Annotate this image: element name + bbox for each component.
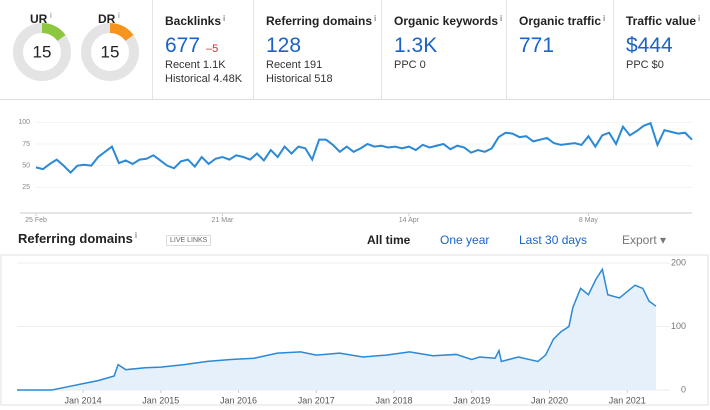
metric-card: Traffic value i $444 PPC $0 xyxy=(613,0,710,100)
x-tick-label: Jan 2017 xyxy=(298,395,335,405)
tab[interactable]: One year xyxy=(440,233,490,247)
y-tick-label: 100 xyxy=(18,119,30,126)
info-icon: i xyxy=(698,14,701,23)
export-label[interactable]: Export xyxy=(622,233,657,247)
x-tick-label: Jan 2016 xyxy=(220,395,257,405)
tab[interactable]: All time xyxy=(367,233,411,247)
gauge-value: 15 xyxy=(101,42,120,61)
metric-detail: Historical 518 xyxy=(266,73,333,85)
section-title: Referring domains i xyxy=(18,231,138,246)
referring-domains-chart: 0 100 200 Jan 2014 Jan 2015 Jan 2016 Jan 2017 J… xyxy=(0,254,709,406)
x-tick-label: 21 Mar xyxy=(212,217,234,224)
metric-detail: Historical 4.48K xyxy=(165,73,243,85)
export[interactable]: Export ▾ xyxy=(622,233,667,247)
gauge-arc xyxy=(13,23,71,81)
metric-title: Organic traffic xyxy=(519,14,602,28)
metric-value: 128 xyxy=(266,34,381,58)
divider xyxy=(0,99,710,100)
gauge-label: UR xyxy=(30,12,48,26)
line xyxy=(35,121,693,175)
metric-title: Organic keywords xyxy=(394,14,499,28)
panel-border xyxy=(0,254,709,406)
x-tick-label: Jan 2020 xyxy=(531,395,568,405)
metric-card: Referring domains i 128 Recent 191 Historica… xyxy=(253,0,381,100)
y-tick-label: 0 xyxy=(681,384,686,394)
info-icon: i xyxy=(374,14,377,23)
tab[interactable]: Last 30 days xyxy=(519,233,588,247)
area-line xyxy=(17,267,657,391)
metric-label: Organic keywords i xyxy=(394,14,506,28)
value: 128 xyxy=(266,34,302,57)
metric-label: Organic traffic i xyxy=(519,14,613,28)
metric-card: Organic traffic i 771 xyxy=(506,0,613,100)
metric-card: Organic keywords i 1.3K PPC 0 xyxy=(381,0,506,100)
value: 1.3K xyxy=(394,34,438,57)
x-tick-label: 25 Feb xyxy=(25,217,47,224)
x-tick-label: Jan 2021 xyxy=(609,395,646,405)
metric-value: $444 xyxy=(626,34,710,58)
metric-title: Traffic value xyxy=(626,14,697,28)
x-tick-label: 8 May xyxy=(579,217,599,224)
metric-value: 677 –5 xyxy=(165,34,253,58)
y-tick-label: 75 xyxy=(22,141,30,148)
badge: LIVE LINKS xyxy=(166,235,212,246)
y-tick-label: 200 xyxy=(671,257,686,267)
metric-detail: PPC $0 xyxy=(626,59,664,71)
small-chart: 25 50 75 100 25 Feb 21 Mar 14 Apr 8 May xyxy=(18,119,693,224)
metric-title: Backlinks xyxy=(165,14,222,28)
metric-label: Traffic value i xyxy=(626,14,710,28)
info-icon: i xyxy=(223,14,226,23)
value: $444 xyxy=(626,34,673,57)
x-tick-label: Jan 2019 xyxy=(453,395,490,405)
value: 677 xyxy=(165,34,201,57)
info-icon: i xyxy=(500,14,503,23)
info-icon: i xyxy=(603,14,606,23)
metric-label: Backlinks i xyxy=(165,14,253,28)
info-icon: i xyxy=(118,11,120,20)
y-tick-label: 50 xyxy=(22,163,30,170)
x-tick-label: Jan 2015 xyxy=(142,395,179,405)
metric-value: 771 xyxy=(519,34,613,58)
y-tick-label: 25 xyxy=(22,184,30,191)
gauge-value: 15 xyxy=(33,42,52,61)
x-tick-label: 14 Apr xyxy=(399,217,420,224)
metric-title: Referring domains xyxy=(266,14,373,28)
area-fill xyxy=(17,269,657,390)
y-tick-label: 100 xyxy=(671,321,686,331)
metric-detail: Recent 1.1K xyxy=(165,59,226,71)
x-tick-label: Jan 2018 xyxy=(376,395,413,405)
x-tick-label: Jan 2014 xyxy=(65,395,102,405)
metric-card: Backlinks i 677 –5 Recent 1.1K Historical 4.4… xyxy=(152,0,253,100)
value: 771 xyxy=(519,34,555,57)
metric-detail: PPC 0 xyxy=(394,59,426,71)
metric-label: Referring domains i xyxy=(266,14,381,28)
info-icon: i xyxy=(50,11,52,20)
gauge-arc xyxy=(81,23,139,81)
metric-detail: Recent 191 xyxy=(266,59,323,71)
metric-value: 1.3K xyxy=(394,34,506,58)
gauge-label: DR xyxy=(98,12,116,26)
title: Referring domains xyxy=(18,231,133,246)
change: –5 xyxy=(206,43,219,55)
